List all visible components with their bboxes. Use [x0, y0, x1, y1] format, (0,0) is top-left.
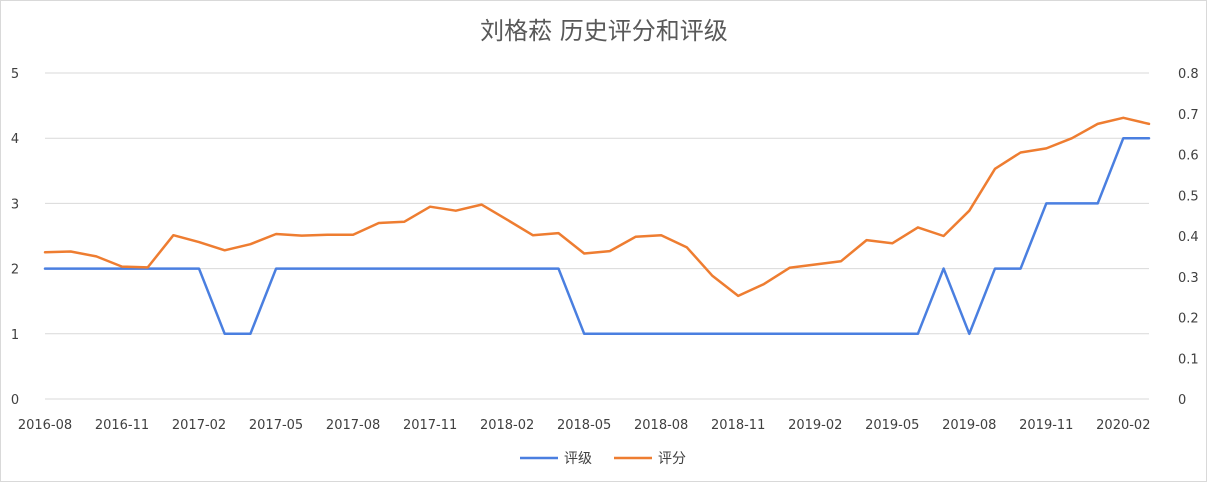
- x-tick-label: 2016-11: [95, 418, 149, 433]
- right-tick-label: 0.3: [1178, 271, 1199, 286]
- x-tick-label: 2018-02: [480, 418, 534, 433]
- x-tick-label: 2019-02: [788, 418, 842, 433]
- left-tick-label: 2: [11, 263, 19, 278]
- right-tick-label: 0.5: [1178, 189, 1199, 204]
- x-tick-label: 2017-05: [249, 418, 303, 433]
- x-tick-label: 2018-08: [634, 418, 688, 433]
- left-axis-ticks: 0 1 2 3 4 5: [11, 67, 19, 408]
- x-tick-label: 2017-02: [172, 418, 226, 433]
- left-tick-label: 3: [11, 197, 19, 212]
- right-tick-label: 0.8: [1178, 67, 1199, 82]
- x-tick-label: 2018-11: [711, 418, 765, 433]
- chart-title: 刘格菘 历史评分和评级: [480, 17, 728, 45]
- x-tick-label: 2019-11: [1019, 418, 1073, 433]
- right-tick-label: 0.7: [1178, 108, 1199, 123]
- right-tick-label: 0.1: [1178, 352, 1199, 367]
- left-tick-label: 1: [11, 328, 19, 343]
- legend: 评级 评分: [520, 451, 686, 467]
- left-tick-label: 0: [11, 393, 19, 408]
- legend-label: 评级: [564, 451, 592, 467]
- x-tick-label: 2019-08: [942, 418, 996, 433]
- right-axis-ticks: 0 0.1 0.2 0.3 0.4 0.5 0.6 0.7 0.8: [1178, 67, 1199, 408]
- right-tick-label: 0.4: [1178, 230, 1199, 245]
- series-line-rating: [43, 136, 1151, 336]
- right-tick-label: 0.2: [1178, 312, 1199, 327]
- series-layer: [43, 116, 1151, 336]
- grid-layer: [45, 72, 1149, 400]
- x-tick-label: 2018-05: [557, 418, 611, 433]
- right-tick-label: 0.6: [1178, 149, 1199, 164]
- x-tick-label: 2019-05: [865, 418, 919, 433]
- x-tick-label: 2020-02: [1096, 418, 1150, 433]
- x-tick-label: 2017-11: [403, 418, 457, 433]
- x-tick-label: 2016-08: [18, 418, 72, 433]
- x-axis-ticks: 2016-08 2016-11 2017-02 2017-05 2017-08 2017-…: [18, 418, 1151, 433]
- right-tick-label: 0: [1178, 393, 1186, 408]
- left-tick-label: 4: [11, 132, 19, 147]
- x-tick-label: 2017-08: [326, 418, 380, 433]
- left-tick-label: 5: [11, 67, 19, 82]
- series-line-score: [43, 116, 1151, 298]
- legend-label: 评分: [658, 451, 686, 467]
